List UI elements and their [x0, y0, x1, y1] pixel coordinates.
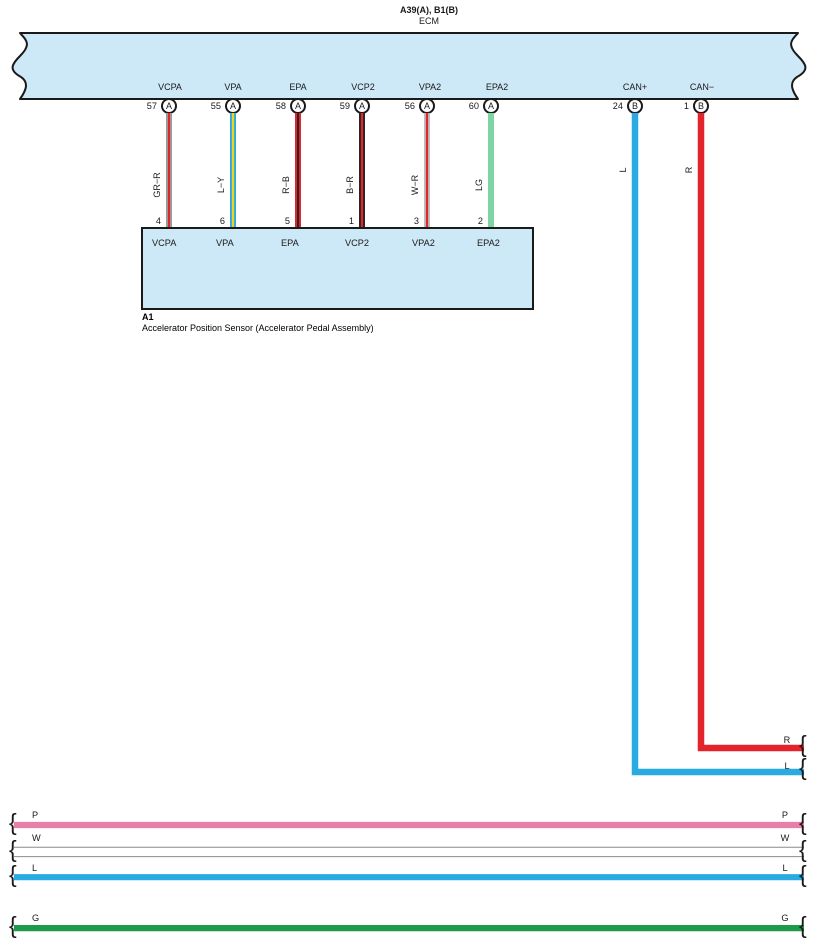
svg-text:P: P	[32, 810, 38, 820]
svg-text:W: W	[32, 833, 41, 843]
svg-text:G: G	[32, 913, 39, 923]
svg-text:W: W	[781, 833, 790, 843]
svg-text:G: G	[781, 913, 788, 923]
svg-text:L: L	[32, 863, 37, 873]
svg-text:P: P	[782, 810, 788, 820]
svg-text:L: L	[782, 863, 787, 873]
